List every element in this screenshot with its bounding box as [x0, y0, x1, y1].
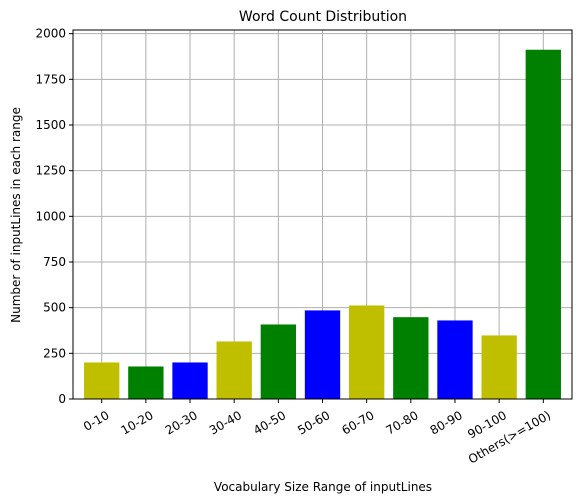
x-axis-label: Vocabulary Size Range of inputLines [214, 480, 432, 494]
y-tick-label: 1500 [35, 118, 66, 132]
x-tick-label: 50-60 [295, 408, 332, 438]
y-tick-label: 250 [43, 346, 66, 360]
bar-0-10 [84, 362, 120, 399]
bar-50-60 [304, 310, 341, 399]
x-tick-label: 40-50 [251, 408, 288, 438]
chart-title: Word Count Distribution [239, 9, 407, 25]
bar-40-50 [260, 324, 297, 399]
bars [84, 49, 561, 400]
bar-30-40 [216, 341, 252, 399]
y-axis-ticks: 0 250 500 750 1000 1250 1500 1750 2000 [35, 27, 73, 406]
bar-70-80 [393, 317, 429, 399]
x-tick-label: 70-80 [384, 408, 421, 438]
x-tick-label: 60-70 [339, 408, 376, 438]
y-axis-label: Number of inputLines in each range [9, 107, 23, 323]
bar-80-90 [437, 320, 473, 399]
y-tick-label: 2000 [35, 27, 66, 41]
bar-Others(>=100) [525, 49, 561, 400]
bar-10-20 [128, 366, 164, 399]
x-tick-label: 0-10 [81, 408, 112, 434]
y-tick-label: 750 [43, 255, 66, 269]
bar-20-30 [172, 362, 208, 399]
x-tick-label: 80-90 [428, 408, 465, 438]
y-tick-label: 500 [43, 301, 66, 315]
bar-60-70 [348, 305, 385, 399]
y-tick-label: 1750 [35, 72, 66, 86]
bar-90-100 [481, 335, 517, 399]
y-tick-label: 0 [58, 392, 66, 406]
x-tick-label: 20-30 [163, 408, 200, 438]
x-axis-ticks: 0-10 10-20 20-30 30-40 40-50 50-60 60-70 70-80 8… [81, 399, 553, 467]
x-tick-label: 10-20 [119, 408, 156, 438]
y-tick-label: 1000 [35, 209, 66, 223]
y-tick-label: 1250 [35, 164, 66, 178]
x-tick-label: 30-40 [207, 408, 244, 438]
